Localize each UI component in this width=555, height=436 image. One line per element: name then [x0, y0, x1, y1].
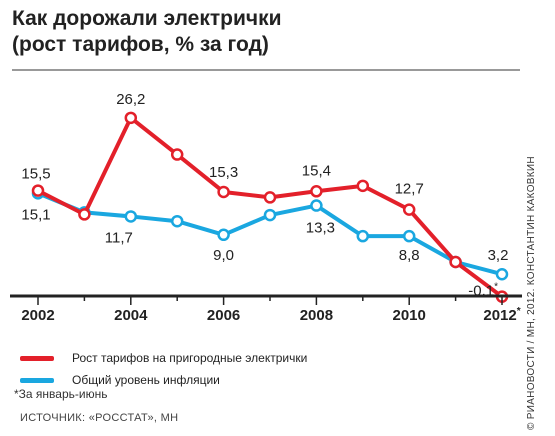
data-point-s0-2009 [356, 179, 370, 193]
legend-item-tariffs: Рост тарифов на пригородные электрички [20, 351, 307, 365]
data-point-s1-2004 [124, 210, 138, 223]
data-point-s1-2008 [310, 199, 323, 212]
data-label-s0-2006: 15,3 [209, 164, 238, 181]
data-point-s1-2007 [263, 208, 277, 222]
data-point-s0-2008 [310, 185, 323, 198]
data-label-s1-2012: 3,2 [488, 247, 509, 264]
data-point-s0-2006 [217, 185, 230, 199]
legend-swatch-red [20, 355, 54, 361]
legend-label-tariffs: Рост тарифов на пригородные электрички [72, 351, 308, 365]
data-point-s1-2005 [170, 214, 184, 228]
line-chart: 2002 2004 2006 2008 2010 2012* 15,526,215,3 15… [10, 69, 522, 324]
data-point-s1-2012 [495, 267, 509, 281]
data-label-s1-2010: 8,8 [399, 247, 420, 264]
x-tick-label-2006: 2006 [207, 307, 240, 324]
series-line-0 [36, 115, 504, 299]
chart-title: Как дорожали электрички (рост тарифов, %… [12, 6, 512, 58]
source-note: ИСТОЧНИК: «РОССТАТ», МН [20, 412, 179, 424]
legend-label-inflation: Общий уровень инфляции [72, 373, 220, 387]
data-label-s1-2004: 11,7 [105, 229, 133, 246]
data-label-s0-2012: -0,1* [468, 282, 498, 300]
chart-title-line2: (рост тарифов, % за год) [12, 33, 269, 56]
series-layer [31, 111, 509, 303]
data-label-s0-2004: 26,2 [116, 91, 145, 108]
data-label-s1-2002: 15,1 [21, 206, 50, 223]
data-labels: 15,5 26,2 15,3 15,4 12,7 -0,1* 15,1 11,7 9,0 13,3… [21, 91, 508, 300]
footnote: *За январь-июнь [14, 387, 108, 401]
data-point-s0-2005 [170, 148, 184, 161]
legend-item-inflation: Общий уровень инфляции [20, 373, 220, 387]
data-point-s1-2010 [402, 229, 416, 243]
x-tick-label-2010: 2010 [393, 307, 426, 324]
x-tick-label-2004: 2004 [114, 307, 148, 324]
data-label-s0-2002: 15,5 [21, 166, 50, 183]
data-point-s0-2003 [78, 208, 91, 221]
data-label-s0-2008: 15,4 [302, 162, 331, 179]
data-point-s0-2011 [449, 255, 462, 269]
data-point-s0-2002 [31, 184, 45, 197]
data-point-s1-2006 [217, 228, 230, 242]
x-tick-label-2008: 2008 [300, 307, 333, 324]
legend-swatch-blue [20, 377, 54, 383]
x-tick-label-2002: 2002 [21, 307, 54, 324]
x-axis: 2002 2004 2006 2008 2010 2012* [10, 294, 522, 324]
data-label-s1-2006: 9,0 [213, 247, 234, 264]
chart-title-line1: Как дорожали электрички [12, 7, 282, 30]
data-point-s0-2010 [402, 203, 416, 216]
data-point-s0-2004 [124, 111, 138, 125]
x-tick-label-2012: 2012* [483, 306, 520, 324]
data-label-s0-2010: 12,7 [395, 181, 424, 198]
data-point-s1-2009 [356, 229, 370, 243]
data-label-s1-2008: 13,3 [306, 220, 335, 237]
data-point-s0-2007 [263, 191, 277, 204]
copyright-credit: © РИАНОВОСТИ / МН, 2012. КОНСТАНТИН КАКО… [526, 156, 537, 430]
